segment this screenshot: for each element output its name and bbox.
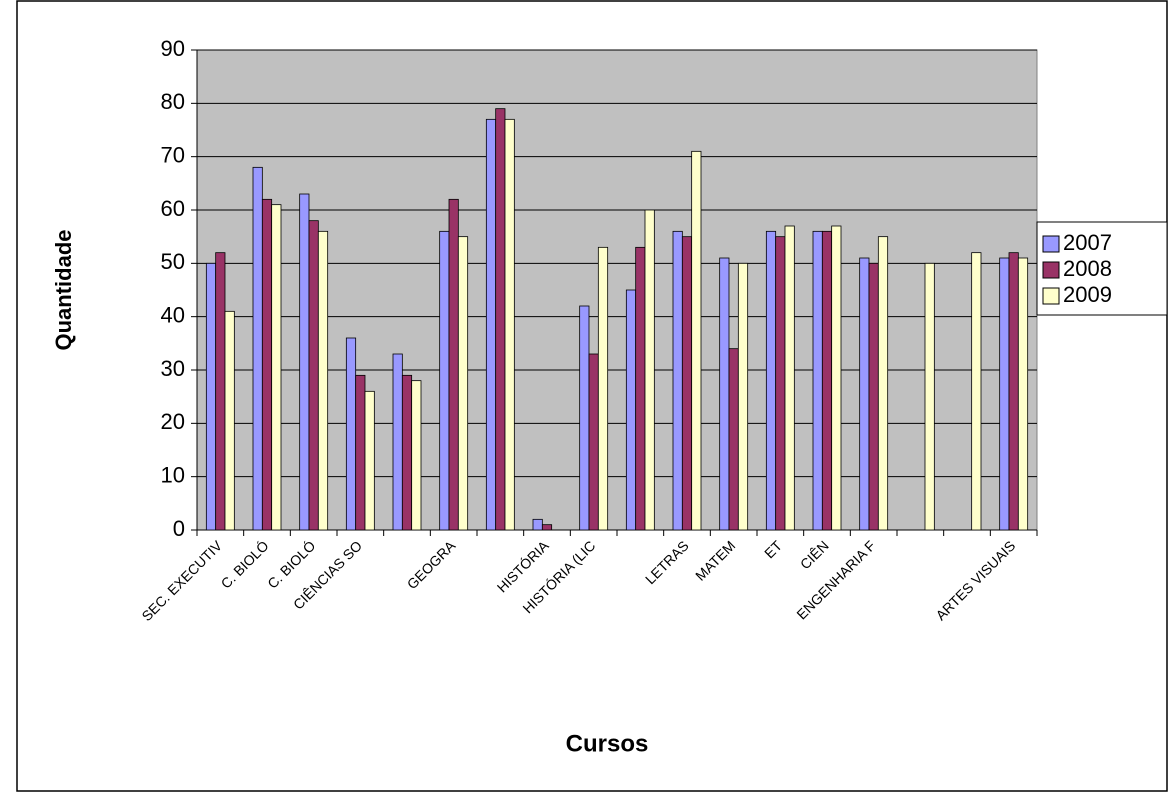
bar	[252, 166, 263, 531]
bar	[392, 353, 403, 531]
bar	[812, 230, 823, 531]
bar	[215, 252, 226, 531]
bar	[205, 262, 217, 531]
bar	[495, 108, 506, 531]
bar	[597, 246, 609, 531]
y-tick-label: 30	[161, 356, 185, 381]
bar	[317, 230, 329, 531]
legend-swatch	[1042, 287, 1060, 305]
bar	[439, 230, 450, 531]
bar	[401, 374, 413, 531]
y-tick-label: 80	[161, 89, 185, 114]
bar	[971, 252, 982, 531]
bar	[765, 230, 777, 531]
bar	[924, 262, 935, 531]
y-tick-label: 40	[161, 302, 185, 327]
bar	[728, 348, 739, 531]
bar	[868, 262, 879, 531]
y-axis-title: Quantidade	[51, 229, 76, 350]
y-tick-label: 0	[173, 516, 185, 541]
bar	[448, 198, 459, 531]
bar	[719, 257, 730, 531]
bar	[625, 289, 637, 531]
bar	[588, 353, 599, 531]
bar	[504, 118, 515, 531]
bar	[1017, 257, 1029, 531]
bar	[859, 257, 870, 531]
y-tick-label: 10	[161, 462, 185, 487]
bar	[681, 236, 693, 531]
bar	[261, 198, 273, 531]
bar	[784, 225, 795, 531]
y-tick-label: 90	[161, 36, 185, 61]
bar	[691, 150, 702, 531]
bar	[299, 193, 310, 531]
bar	[877, 236, 889, 531]
bar	[579, 305, 590, 531]
bar	[364, 390, 375, 531]
legend-swatch	[1042, 235, 1060, 253]
bar	[271, 204, 282, 531]
legend-swatch	[1042, 261, 1060, 279]
bar	[1008, 252, 1019, 531]
bar	[635, 246, 646, 531]
bar	[541, 524, 553, 531]
bar	[644, 209, 655, 531]
bar	[457, 236, 469, 531]
bar	[308, 220, 319, 531]
legend-label: 2008	[1063, 256, 1112, 281]
bar	[737, 262, 749, 531]
bar	[485, 118, 497, 531]
bar	[672, 230, 683, 531]
bar	[411, 380, 422, 531]
bar	[532, 518, 543, 531]
bar	[345, 337, 357, 531]
y-tick-label: 50	[161, 249, 185, 274]
plot-area	[196, 49, 1038, 531]
bar	[775, 236, 786, 531]
legend-label: 2007	[1063, 230, 1112, 255]
bar	[224, 310, 235, 531]
y-tick-label: 60	[161, 196, 185, 221]
x-axis-title: Cursos	[566, 730, 649, 757]
y-tick-label: 70	[161, 142, 185, 167]
legend-label: 2009	[1063, 282, 1112, 307]
bar	[821, 230, 833, 531]
bar	[831, 225, 842, 531]
bar	[355, 374, 366, 531]
y-tick-label: 20	[161, 409, 185, 434]
bar	[999, 257, 1010, 531]
